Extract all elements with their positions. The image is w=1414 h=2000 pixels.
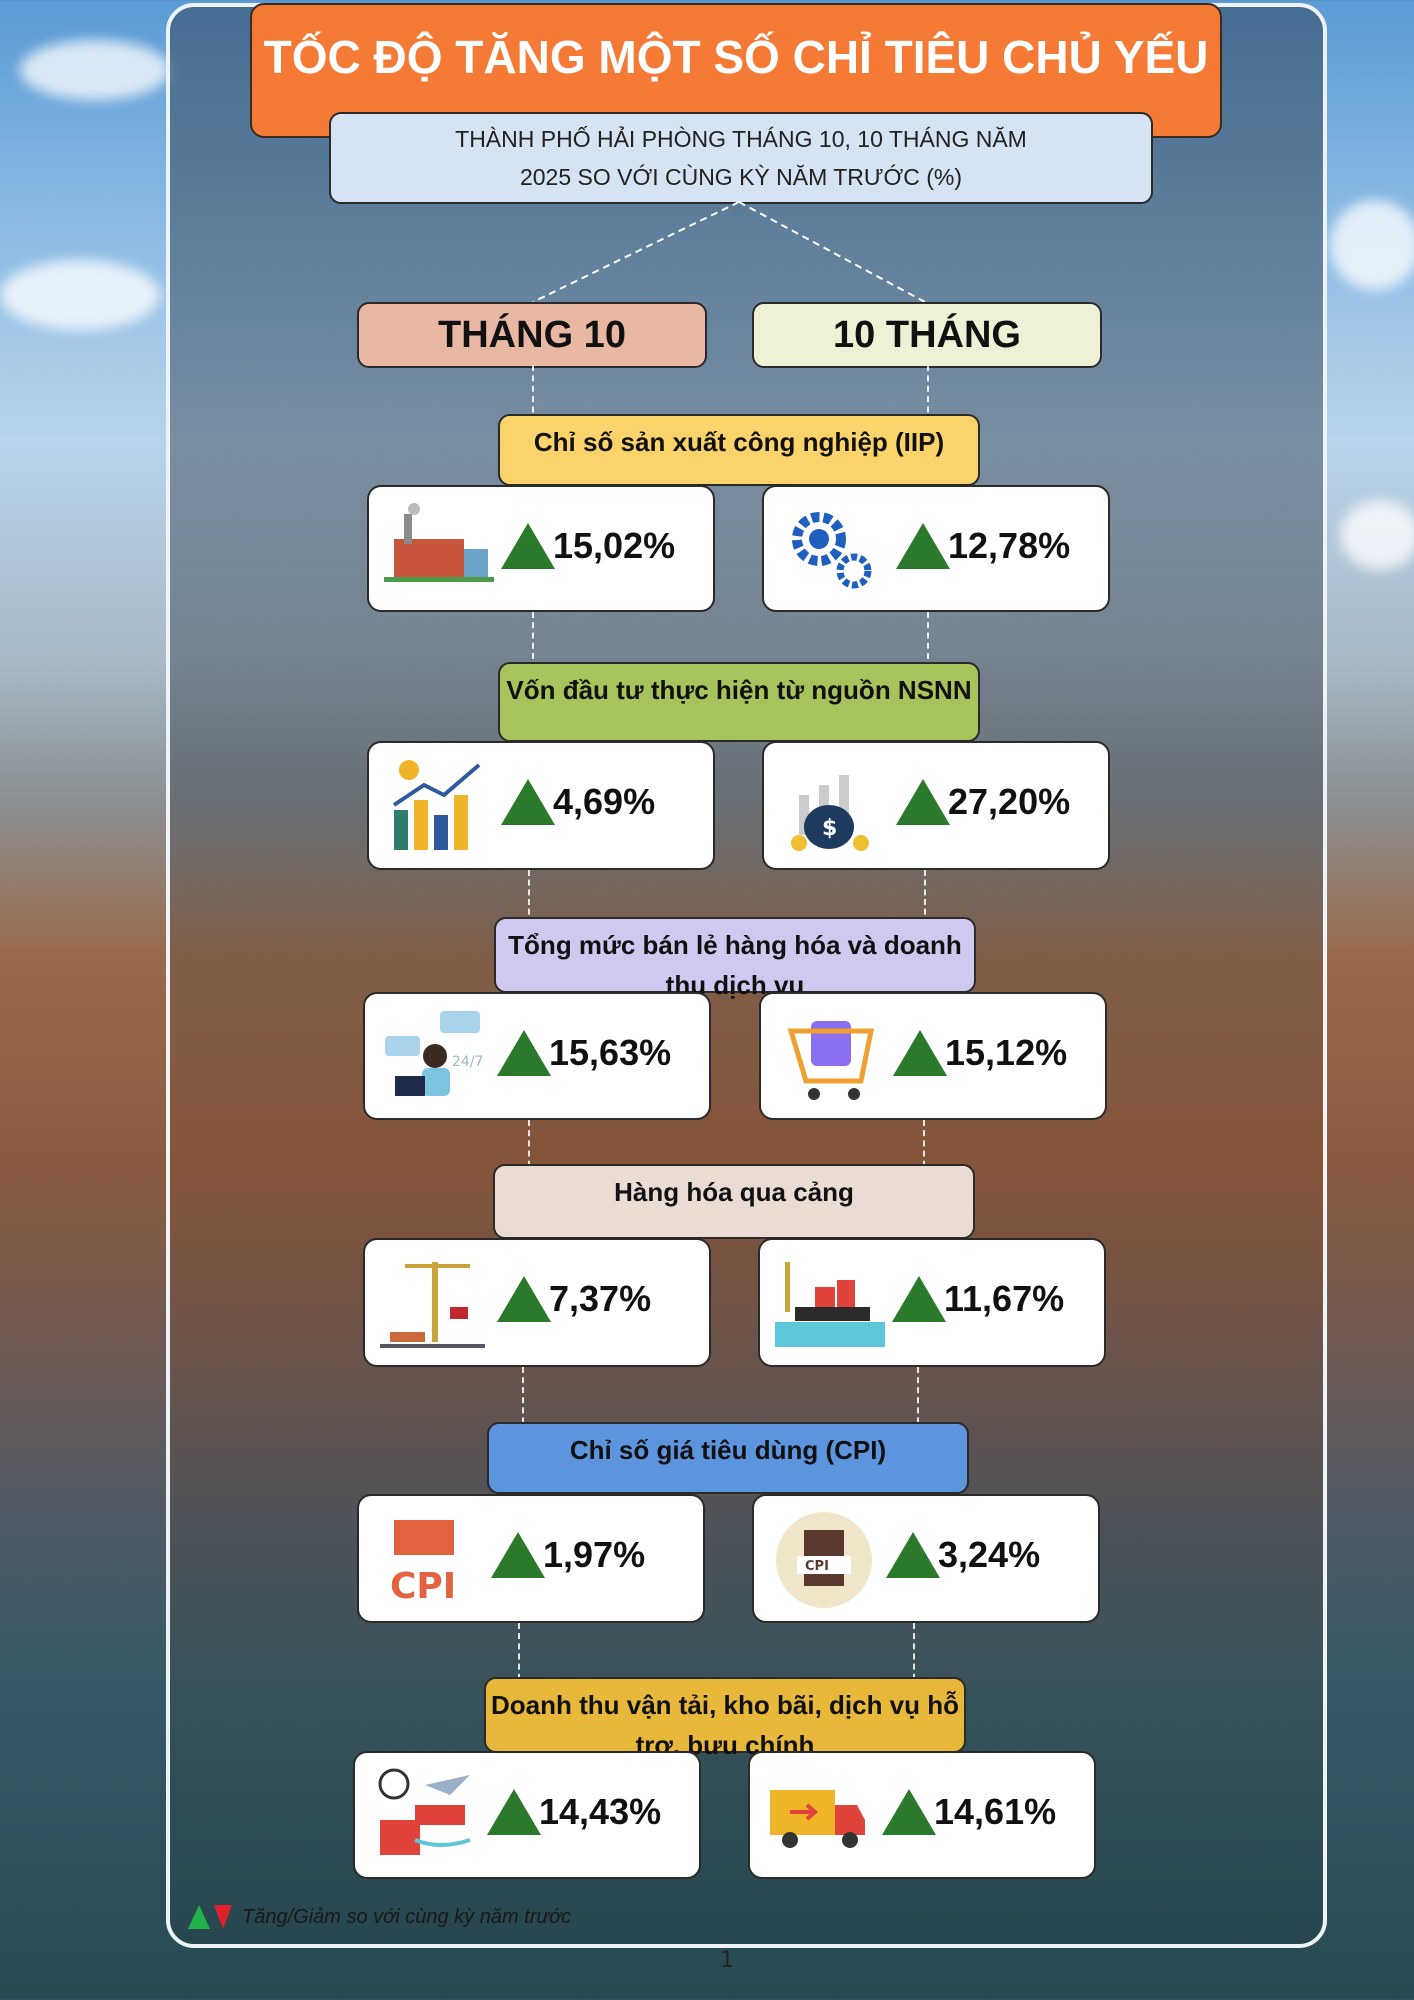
legend-text: Tăng/Giảm so với cùng kỳ năm trước (242, 1905, 572, 1928)
trend-up-icon (491, 1532, 545, 1578)
growth-value: 12,78% (948, 525, 1071, 566)
legend-up-triangle-icon (188, 1905, 210, 1929)
port-crane-icon (380, 1262, 485, 1348)
trend-up-icon (501, 779, 555, 825)
cpi-icon: CPI (390, 1520, 456, 1607)
card-ytd: 15,12% (759, 992, 1107, 1120)
indicator-label: Tổng mức bán lẻ hàng hóa và doanh thu dị… (494, 917, 976, 1000)
subtitle: THÀNH PHỐ HẢI PHÒNG THÁNG 10, 10 THÁNG N… (329, 112, 1153, 204)
svg-text:24/7: 24/7 (452, 1054, 483, 1070)
growth-value: 7,37% (549, 1278, 652, 1319)
trend-up-icon (501, 523, 555, 569)
svg-text:CPI: CPI (390, 1566, 456, 1607)
trend-up-icon (892, 1276, 946, 1322)
column-header-month: THÁNG 10 (357, 302, 707, 368)
card-month: CPI 1,97% (357, 1494, 705, 1623)
svg-text:$: $ (822, 816, 837, 841)
card-ytd: 11,67% (758, 1238, 1106, 1367)
card-month: 4,69% (367, 741, 715, 870)
cargo-ship-icon (775, 1262, 885, 1347)
growth-value: 14,43% (539, 1791, 662, 1832)
legend: Tăng/Giảm so với cùng kỳ năm trước (188, 1905, 571, 1929)
column-header-ytd: 10 THÁNG (752, 302, 1102, 368)
page-number: 1 (720, 1948, 734, 1973)
card-month: 24/7 15,63% (363, 992, 711, 1120)
growth-value: 11,67% (944, 1278, 1065, 1319)
trend-up-icon (497, 1030, 551, 1076)
indicator-label: Doanh thu vận tải, kho bãi, dịch vụ hỗ t… (484, 1677, 966, 1760)
svg-text:CPI: CPI (805, 1559, 829, 1574)
card-month: 7,37% (363, 1238, 711, 1367)
growth-value: 15,63% (549, 1032, 672, 1073)
customer-service-icon: 24/7 (385, 1011, 483, 1096)
card-ytd: CPI 3,24% (752, 1494, 1100, 1623)
growth-value: 14,61% (934, 1791, 1057, 1832)
trend-up-icon (497, 1276, 551, 1322)
card-ytd: 14,61% (748, 1751, 1096, 1879)
growth-value: 4,69% (553, 781, 656, 822)
shopping-cart-icon (787, 1021, 875, 1100)
card-ytd: 12,78% (762, 485, 1110, 612)
indicator-label: Vốn đầu tư thực hiện từ nguồn NSNN (498, 662, 980, 742)
trend-up-icon (882, 1789, 936, 1835)
factory-icon (384, 503, 494, 582)
growth-value: 15,12% (945, 1032, 1068, 1073)
card-month: 14,43% (353, 1751, 701, 1879)
indicator-label: Hàng hóa qua cảng (493, 1164, 975, 1239)
gears-icon (792, 512, 872, 589)
money-bag-chart-icon: $ (791, 775, 869, 851)
trend-up-icon (896, 779, 950, 825)
growth-buildings-icon (392, 760, 481, 850)
indicator-label: Chỉ số giá tiêu dùng (CPI) (487, 1422, 969, 1494)
indicator-label: Chỉ số sản xuất công nghiệp (IIP) (498, 414, 980, 486)
trend-up-icon (893, 1030, 947, 1076)
delivery-truck-icon (770, 1790, 865, 1848)
card-month: 15,02% (367, 485, 715, 612)
trend-up-icon (886, 1532, 940, 1578)
legend-down-triangle-icon (214, 1905, 232, 1929)
growth-value: 1,97% (543, 1534, 646, 1575)
trend-up-icon (487, 1789, 541, 1835)
card-ytd: $ 27,20% (762, 741, 1110, 870)
growth-value: 15,02% (553, 525, 676, 566)
subtitle-line-2: 2025 SO VỚI CÙNG KỲ NĂM TRƯỚC (%) (519, 164, 963, 190)
growth-value: 3,24% (938, 1534, 1041, 1575)
logistics-icon (378, 1768, 471, 1855)
subtitle-line-1: THÀNH PHỐ HẢI PHÒNG THÁNG 10, 10 THÁNG N… (455, 126, 1027, 152)
cpi-document-icon: CPI (776, 1512, 872, 1608)
trend-up-icon (896, 523, 950, 569)
growth-value: 27,20% (948, 781, 1071, 822)
